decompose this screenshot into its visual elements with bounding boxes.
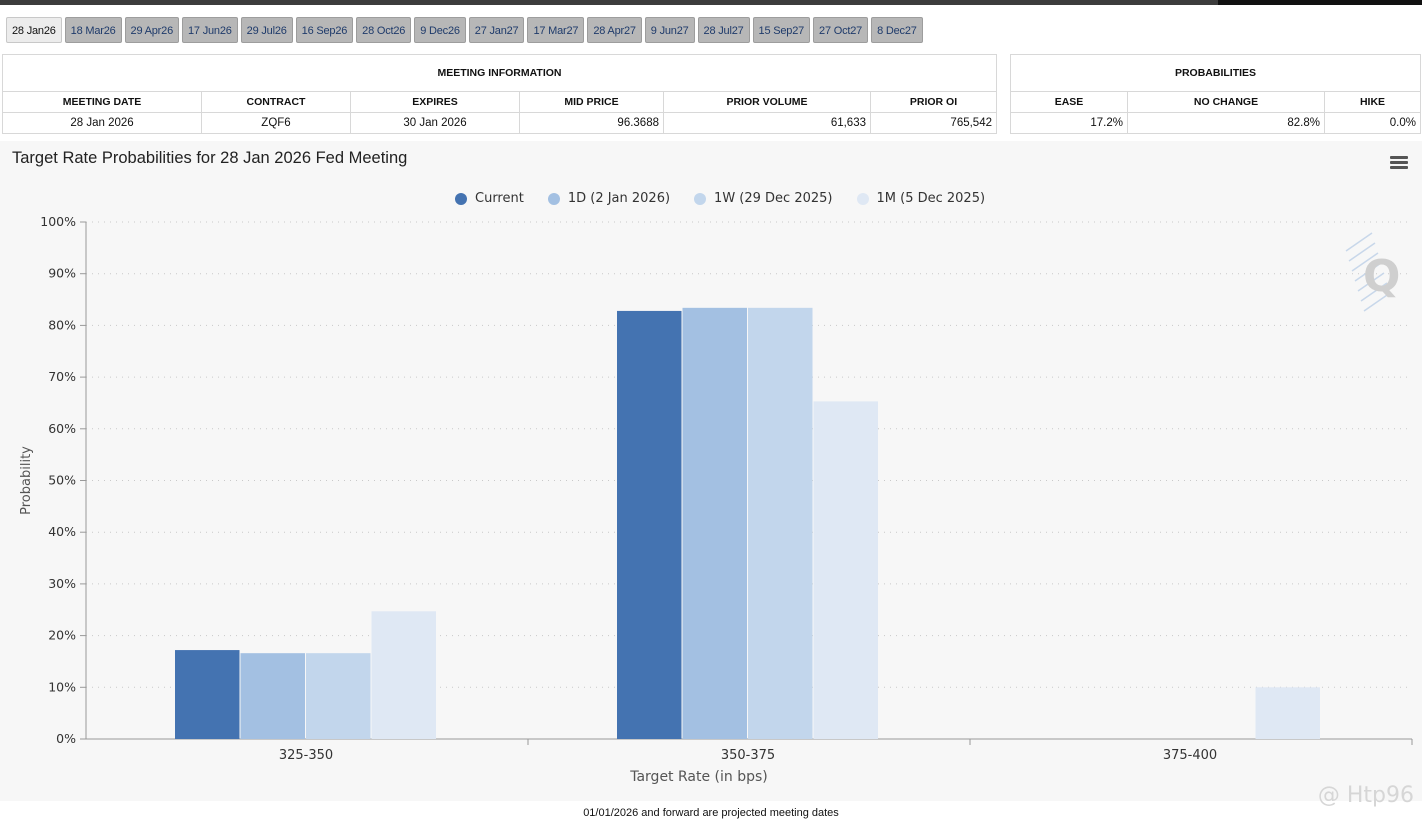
legend-item[interactable]: Current	[455, 191, 524, 206]
no-change-value: 82.8%	[1127, 112, 1325, 134]
tab-meeting-date[interactable]: 27 Oct27	[813, 17, 869, 43]
y-tick-label: 40%	[48, 524, 76, 539]
col-ease: EASE	[1010, 91, 1128, 113]
meeting-date-tabs: 28 Jan26 18 Mar26 29 Apr26 17 Jun26 29 Jul26…	[6, 17, 923, 43]
bar	[617, 310, 682, 739]
legend-item[interactable]: 1D (2 Jan 2026)	[547, 191, 671, 206]
tab-meeting-date[interactable]: 16 Sep26	[295, 17, 354, 43]
bar	[813, 401, 878, 739]
y-tick-label: 50%	[48, 473, 76, 488]
bar	[306, 653, 371, 739]
prior-volume-value: 61,633	[663, 112, 871, 134]
col-contract: CONTRACT	[201, 91, 351, 113]
legend-dot-icon	[455, 192, 467, 205]
legend-label: 1W (29 Dec 2025)	[714, 191, 833, 206]
chart-legend: Current 1D (2 Jan 2026) 1W (29 Dec 2025) 1M…	[455, 191, 985, 206]
expires-value: 30 Jan 2026	[350, 112, 520, 134]
tab-meeting-date[interactable]: 27 Jan27	[468, 17, 525, 43]
bar	[682, 307, 747, 739]
top-bar	[0, 0, 1422, 5]
bar-chart: 0% 10% 20% 30% 40% 50% 60% 70% 80% 90% 100% 325-350…	[19, 214, 1413, 785]
svg-text:Q: Q	[1363, 251, 1400, 302]
meeting-information-table: MEETING INFORMATION MEETING DATE CONTRAC…	[2, 54, 997, 134]
ease-value: 17.2%	[1010, 112, 1128, 134]
y-tick-label: 70%	[48, 369, 76, 384]
col-prior-oi: PRIOR OI	[870, 91, 997, 113]
y-tick-label: 90%	[48, 266, 76, 281]
legend-label: Current	[475, 191, 524, 206]
y-tick-label: 80%	[48, 317, 76, 332]
tab-meeting-date[interactable]: 28 Jul27	[697, 17, 750, 43]
bar	[240, 653, 305, 739]
tab-meeting-date[interactable]: 9 Jun27	[644, 17, 695, 43]
y-tick-label: 100%	[40, 214, 76, 229]
y-tick-label: 10%	[48, 679, 76, 694]
bar	[1255, 687, 1320, 739]
legend-dot-icon	[694, 192, 707, 205]
col-prior-volume: PRIOR VOLUME	[663, 91, 871, 113]
contract-value: ZQF6	[201, 112, 351, 134]
chart-container: 0% 10% 20% 30% 40% 50% 60% 70% 80% 90% 100% 325-350…	[0, 141, 1422, 801]
tab-meeting-date[interactable]: 18 Mar26	[64, 17, 122, 43]
x-tick-label: 375-400	[1163, 748, 1217, 763]
x-axis-title: Target Rate (in bps)	[629, 769, 768, 785]
tab-meeting-date[interactable]: 15 Sep27	[752, 17, 811, 43]
quikstrike-logo-icon: Q	[1345, 232, 1400, 312]
tab-meeting-date[interactable]: 28 Apr27	[587, 17, 642, 43]
bar	[175, 650, 240, 739]
meeting-date-value: 28 Jan 2026	[2, 112, 202, 134]
tab-meeting-date[interactable]: 28 Jan26	[6, 17, 62, 43]
tab-meeting-date[interactable]: 28 Oct26	[356, 17, 412, 43]
hamburger-menu-icon[interactable]	[1390, 156, 1408, 169]
y-tick-label: 30%	[48, 576, 76, 591]
legend-dot-icon	[856, 192, 869, 205]
tab-meeting-date[interactable]: 9 Dec26	[414, 17, 466, 43]
probabilities-table: PROBABILITIES EASE NO CHANGE HIKE 17.2% …	[1010, 54, 1421, 134]
col-mid-price: MID PRICE	[519, 91, 664, 113]
bar	[748, 307, 813, 739]
x-tick-label: 325-350	[279, 748, 333, 763]
top-bar-dark-segment	[1218, 0, 1422, 5]
bar	[371, 611, 436, 739]
legend-label: 1D (2 Jan 2026)	[567, 191, 671, 206]
legend-item[interactable]: 1M (5 Dec 2025)	[856, 191, 986, 206]
watermark: @ Htp96	[1317, 783, 1414, 808]
tab-meeting-date[interactable]: 17 Jun26	[182, 17, 238, 43]
y-axis-title: Probability	[19, 446, 34, 515]
tab-meeting-date[interactable]: 17 Mar27	[527, 17, 585, 43]
legend-label: 1M (5 Dec 2025)	[876, 191, 986, 206]
col-meeting-date: MEETING DATE	[2, 91, 202, 113]
col-no-change: NO CHANGE	[1127, 91, 1325, 113]
col-hike: HIKE	[1324, 91, 1421, 113]
tab-meeting-date[interactable]: 29 Apr26	[124, 17, 179, 43]
y-tick-label: 60%	[48, 421, 76, 436]
y-tick-label: 20%	[48, 628, 76, 643]
chart-title: Target Rate Probabilities for 28 Jan 202…	[12, 149, 408, 167]
mid-price-value: 96.3688	[519, 112, 664, 134]
meeting-information-heading: MEETING INFORMATION	[2, 54, 997, 92]
tab-meeting-date[interactable]: 29 Jul26	[240, 17, 293, 43]
x-tick-label: 350-375	[721, 748, 775, 763]
col-expires: EXPIRES	[350, 91, 520, 113]
prior-oi-value: 765,542	[870, 112, 997, 134]
hike-value: 0.0%	[1324, 112, 1421, 134]
footnote: 01/01/2026 and forward are projected mee…	[583, 807, 839, 819]
legend-dot-icon	[547, 192, 560, 205]
y-tick-label: 0%	[56, 731, 76, 746]
legend-item[interactable]: 1W (29 Dec 2025)	[694, 191, 833, 206]
tab-meeting-date[interactable]: 8 Dec27	[871, 17, 923, 43]
probabilities-heading: PROBABILITIES	[1010, 54, 1421, 92]
